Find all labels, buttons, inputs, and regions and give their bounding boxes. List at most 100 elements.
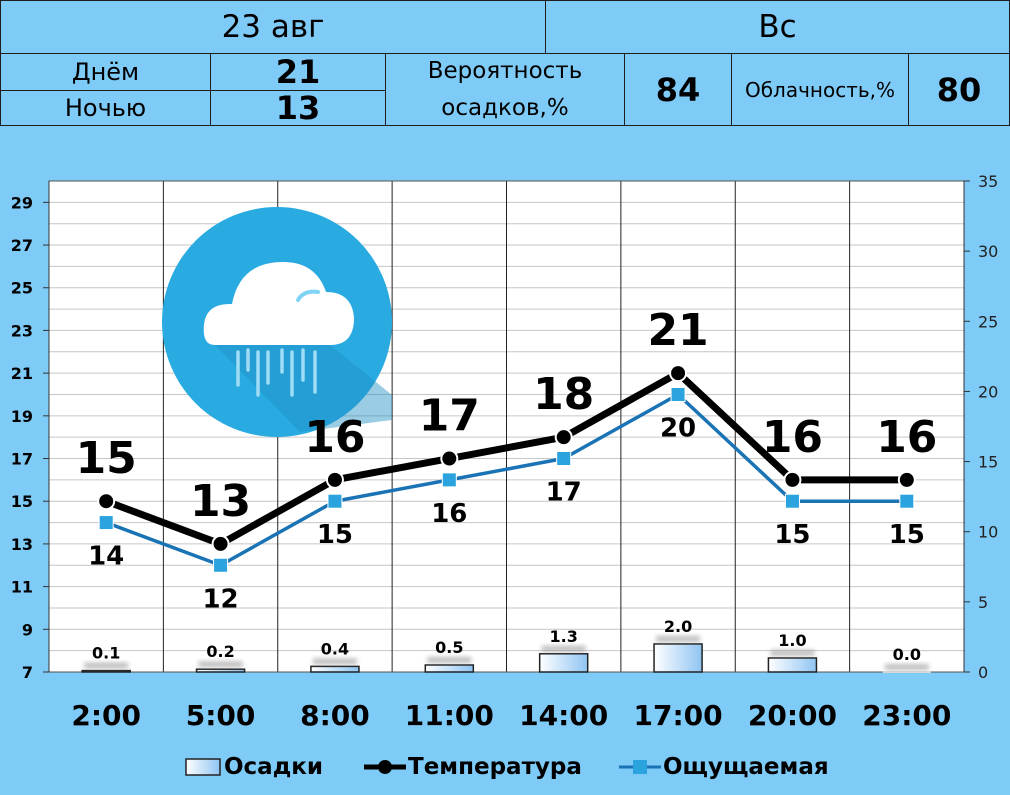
precip-label-shadow	[427, 656, 472, 663]
temperature-data-label: 21	[647, 305, 708, 356]
legend-temperature-label: Температура	[408, 754, 582, 780]
chart-legend: Осадки Температура Ощущаемая	[0, 752, 1010, 782]
y-left-tick-label: 25	[11, 279, 33, 298]
night-temp: 13	[275, 89, 321, 127]
x-tick-label: 8:00	[300, 699, 370, 732]
precip-bar	[424, 664, 475, 673]
y-right-tick-label: 10	[978, 523, 998, 542]
precip-data-label: 0.4	[321, 639, 349, 658]
cloud-label: Облачность,%	[744, 77, 896, 102]
x-tick-label: 14:00	[519, 699, 608, 732]
precip-label-shadow	[770, 649, 815, 656]
precip-label-shadow	[198, 661, 243, 668]
weekday-cell: Вс	[545, 0, 1010, 54]
legend-item-temperature: Температура	[362, 752, 582, 782]
date-cell: 23 авг	[0, 0, 546, 54]
precip-prob-value: 84	[655, 70, 701, 109]
header-table: 23 авг Вс Днём 21 Ночью 13 Вероятность о…	[0, 0, 1010, 127]
temperature-point	[325, 470, 344, 489]
day-temp-cell: 21	[210, 53, 386, 91]
temperature-data-label: 16	[304, 412, 365, 463]
feels-like-point	[899, 493, 915, 509]
precip-data-label: 0.2	[206, 642, 234, 661]
y-left-tick-label: 9	[22, 620, 33, 639]
precip-bar	[767, 657, 818, 673]
legend-precip-swatch	[185, 758, 221, 776]
precip-bar	[81, 669, 131, 673]
precip-label-shadow	[84, 662, 129, 669]
precip-prob-label-1: Вероятность	[427, 57, 583, 84]
y-right-tick-label: 15	[978, 453, 998, 472]
feels-like-data-label: 17	[546, 478, 582, 508]
feels-like-data-label: 20	[660, 413, 696, 443]
x-tick-label: 11:00	[405, 699, 494, 732]
precip-label-shadow	[884, 664, 929, 670]
y-right-tick-label: 0	[978, 663, 988, 682]
x-tick-label: 20:00	[748, 699, 837, 732]
feels-like-point	[784, 493, 800, 509]
temperature-data-label: 18	[533, 369, 594, 420]
day-label-cell: Днём	[0, 53, 211, 91]
precip-data-label: 0.5	[435, 638, 463, 657]
legend-item-precip: Осадки	[184, 752, 323, 782]
weekday-text: Вс	[758, 9, 797, 45]
feels-like-point	[670, 386, 686, 402]
y-left-tick-label: 29	[11, 193, 33, 212]
y-left-tick-label: 17	[11, 450, 33, 469]
cloud-value-cell: 80	[908, 53, 1010, 126]
precip-prob-cell: 84	[624, 53, 732, 126]
y-left-tick-label: 23	[11, 321, 33, 340]
temperature-data-label: 17	[419, 391, 480, 442]
cloud-rain-icon	[162, 207, 392, 437]
temperature-point	[440, 449, 459, 468]
y-left-tick-label: 27	[11, 236, 33, 255]
temperature-line	[104, 369, 907, 548]
temperature-point	[783, 470, 802, 489]
legend-feels-swatch	[619, 760, 661, 774]
feels-like-point	[441, 472, 457, 488]
precip-bar	[538, 653, 589, 673]
icon-cloud-highlight	[296, 289, 320, 302]
precip-label-shadow	[312, 658, 357, 665]
precip-bar	[195, 668, 246, 673]
y-left-tick-label: 7	[22, 663, 33, 682]
feels-like-point	[98, 515, 114, 531]
y-right-tick-label: 20	[978, 382, 998, 401]
precip-prob-label-2: осадков,%	[441, 94, 569, 121]
feels-like-point	[213, 557, 229, 573]
x-tick-label: 5:00	[186, 699, 256, 732]
precip-data-label: 0.0	[893, 645, 921, 664]
y-left-tick-label: 15	[11, 492, 33, 511]
precip-bar	[653, 643, 703, 673]
precip-label-shadow	[541, 645, 586, 652]
feels-like-data-label: 12	[202, 584, 238, 614]
precip-data-label: 2.0	[664, 617, 692, 636]
night-temp-cell: 13	[210, 89, 386, 127]
x-tick-label: 23:00	[862, 699, 951, 732]
temperature-data-label: 13	[190, 476, 251, 527]
temperature-point	[897, 470, 916, 489]
precip-data-label: 0.1	[92, 644, 120, 663]
precip-data-label: 1.3	[550, 627, 578, 646]
temperature-point	[554, 428, 573, 447]
legend-item-feels: Ощущаемая	[617, 752, 829, 782]
legend-feels-label: Ощущаемая	[663, 754, 829, 780]
y-right-tick-label: 25	[978, 312, 998, 331]
cloud-value: 80	[936, 70, 982, 109]
feels-like-line	[105, 392, 907, 568]
temperature-data-label: 15	[76, 433, 137, 484]
y-left-tick-label: 13	[11, 535, 33, 554]
y-left-tick-label: 11	[11, 578, 33, 597]
legend-temperature-swatch	[364, 760, 406, 774]
weather-chart: 7 9 11 13 15 17 19 21 23 25 27 29 0 5 10 15 20 25 30 35 0.1 0…	[11, 172, 999, 732]
precip-prob-label-cell: Вероятность осадков,%	[385, 53, 625, 126]
cloud-label-cell: Облачность,%	[731, 53, 909, 126]
precip-bar	[310, 665, 360, 673]
feels-like-data-label: 16	[431, 499, 467, 529]
feels-like-data-label: 15	[774, 520, 810, 550]
y-left-tick-label: 19	[11, 407, 33, 426]
x-tick-label: 17:00	[633, 699, 722, 732]
y-right-tick-label: 35	[978, 172, 998, 191]
feels-like-data-label: 14	[88, 542, 124, 572]
day-label: Днём	[71, 58, 140, 86]
